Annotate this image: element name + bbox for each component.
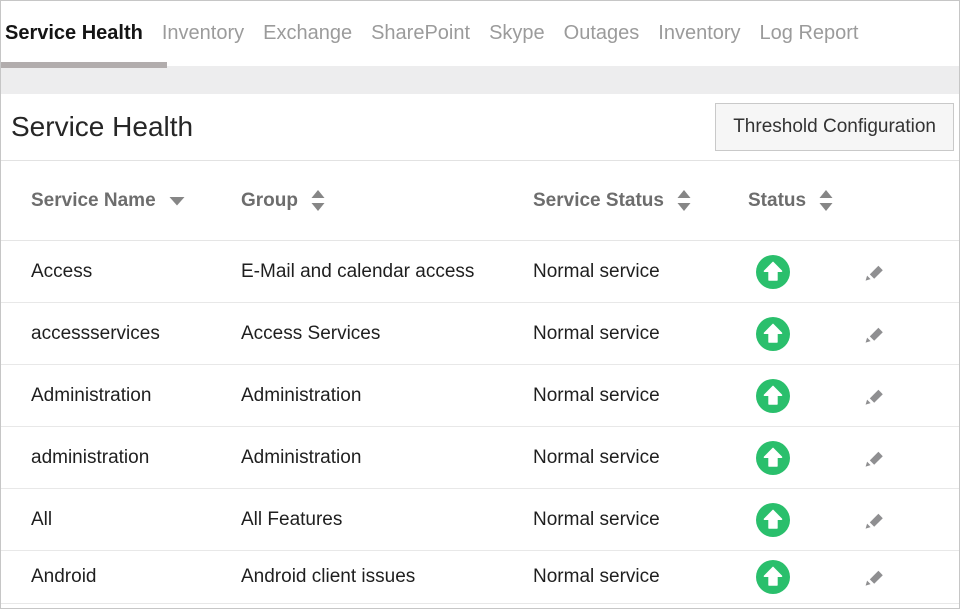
tab-outages[interactable]: Outages [563, 22, 640, 44]
status-up-icon [756, 254, 790, 289]
service-status-cell: Normal service [533, 508, 660, 530]
table-header-row: Service Name Group Service Status Status [1, 161, 959, 241]
table-row: administration Administration Normal ser… [1, 427, 959, 489]
status-up-icon [756, 316, 790, 351]
service-name-cell: accessservices [31, 322, 160, 344]
table-row: Administration Administration Normal ser… [1, 365, 959, 427]
table-row: Access E-Mail and calendar access Normal… [1, 241, 959, 303]
edit-icon[interactable] [862, 446, 886, 470]
column-header-label: Group [241, 189, 298, 211]
column-header-status[interactable]: Status [748, 190, 858, 212]
column-header-group[interactable]: Group [241, 190, 533, 212]
service-status-cell: Normal service [533, 384, 660, 406]
service-status-cell: Normal service [533, 322, 660, 344]
status-cell [748, 440, 858, 475]
page-header: Service Health Threshold Configuration [1, 94, 959, 161]
service-name-cell: Administration [31, 384, 152, 406]
edit-icon[interactable] [862, 260, 886, 284]
page-title: Service Health [11, 111, 194, 142]
table-row: Android Android client issues Normal ser… [1, 551, 959, 604]
status-cell [748, 502, 858, 537]
status-cell [748, 378, 858, 413]
edit-icon[interactable] [862, 508, 886, 532]
tab-exchange[interactable]: Exchange [263, 22, 353, 44]
tab-inventory[interactable]: Inventory [161, 22, 245, 44]
status-up-icon [756, 502, 790, 537]
edit-icon[interactable] [862, 322, 886, 346]
group-cell: Administration [241, 446, 362, 468]
column-header-service-name[interactable]: Service Name [1, 190, 241, 212]
actions-cell [858, 508, 959, 532]
service-name-cell: administration [31, 446, 150, 468]
actions-cell [858, 446, 959, 470]
column-header-label: Service Status [533, 189, 664, 211]
column-header-service-status[interactable]: Service Status [533, 190, 748, 212]
tab-inventory-2[interactable]: Inventory [658, 22, 741, 44]
active-tab-underline [1, 62, 167, 68]
column-header-label: Status [748, 189, 807, 211]
sort-both-icon [677, 190, 691, 211]
status-cell [748, 316, 858, 351]
column-header-label: Service Name [31, 189, 156, 211]
service-status-cell: Normal service [533, 566, 660, 587]
sort-both-icon [819, 190, 833, 211]
table-row: All All Features Normal service [1, 489, 959, 551]
service-name-cell: Access [31, 260, 93, 282]
header-divider-band [1, 66, 959, 94]
status-up-icon [756, 560, 790, 594]
tab-skype[interactable]: Skype [489, 22, 545, 44]
status-cell [748, 254, 858, 289]
table-body: Access E-Mail and calendar access Normal… [1, 241, 959, 604]
table-row: accessservices Access Services Normal se… [1, 303, 959, 365]
group-cell: Administration [241, 384, 362, 406]
status-cell [748, 560, 858, 594]
group-cell: E-Mail and calendar access [241, 260, 475, 282]
actions-cell [858, 322, 959, 346]
tab-sharepoint[interactable]: SharePoint [371, 22, 471, 44]
service-status-cell: Normal service [533, 260, 660, 282]
edit-icon[interactable] [862, 565, 886, 589]
tab-service-health[interactable]: Service Health [5, 22, 143, 44]
status-up-icon [756, 440, 790, 475]
service-status-cell: Normal service [533, 446, 660, 468]
service-name-cell: Android [31, 566, 97, 587]
actions-cell [858, 384, 959, 408]
edit-icon[interactable] [862, 384, 886, 408]
threshold-configuration-button[interactable]: Threshold Configuration [715, 103, 954, 151]
group-cell: Android client issues [241, 566, 416, 587]
actions-cell [858, 260, 959, 284]
top-tab-bar: Service Health Inventory Exchange ShareP… [1, 1, 959, 66]
sort-descending-icon [169, 196, 185, 205]
service-name-cell: All [31, 508, 53, 530]
group-cell: All Features [241, 508, 343, 530]
tab-log-report[interactable]: Log Report [759, 22, 859, 44]
actions-cell [858, 565, 959, 589]
sort-both-icon [311, 190, 325, 211]
status-up-icon [756, 378, 790, 413]
group-cell: Access Services [241, 322, 381, 344]
